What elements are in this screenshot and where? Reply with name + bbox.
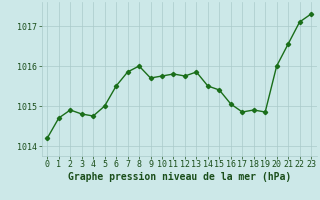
- X-axis label: Graphe pression niveau de la mer (hPa): Graphe pression niveau de la mer (hPa): [68, 172, 291, 182]
